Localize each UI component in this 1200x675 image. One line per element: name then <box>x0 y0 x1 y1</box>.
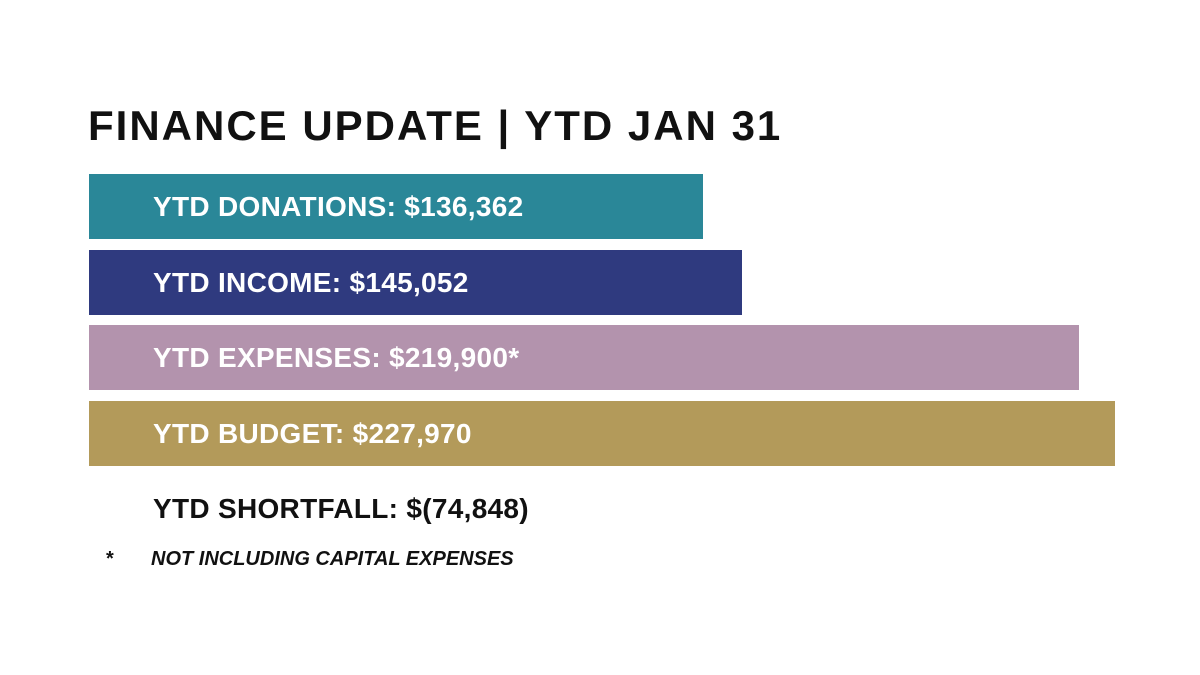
bar-ytd-income: YTD INCOME: $145,052 <box>89 250 742 315</box>
bar-ytd-expenses: YTD EXPENSES: $219,900* <box>89 325 1079 390</box>
bar-ytd-budget: YTD BUDGET: $227,970 <box>89 401 1115 466</box>
bar-label: YTD INCOME: $145,052 <box>153 267 469 298</box>
shortfall-label: YTD SHORTFALL: $(74,848) <box>153 493 529 524</box>
bar-label: YTD EXPENSES: $219,900* <box>153 342 520 373</box>
bar-ytd-donations: YTD DONATIONS: $136,362 <box>89 174 703 239</box>
footnote-marker: * <box>106 548 114 570</box>
bar-label: YTD DONATIONS: $136,362 <box>153 191 524 222</box>
chart-title: FINANCE UPDATE | YTD JAN 31 <box>88 102 783 149</box>
footnote-text: NOT INCLUDING CAPITAL EXPENSES <box>151 548 514 570</box>
bar-label: YTD BUDGET: $227,970 <box>153 418 472 449</box>
